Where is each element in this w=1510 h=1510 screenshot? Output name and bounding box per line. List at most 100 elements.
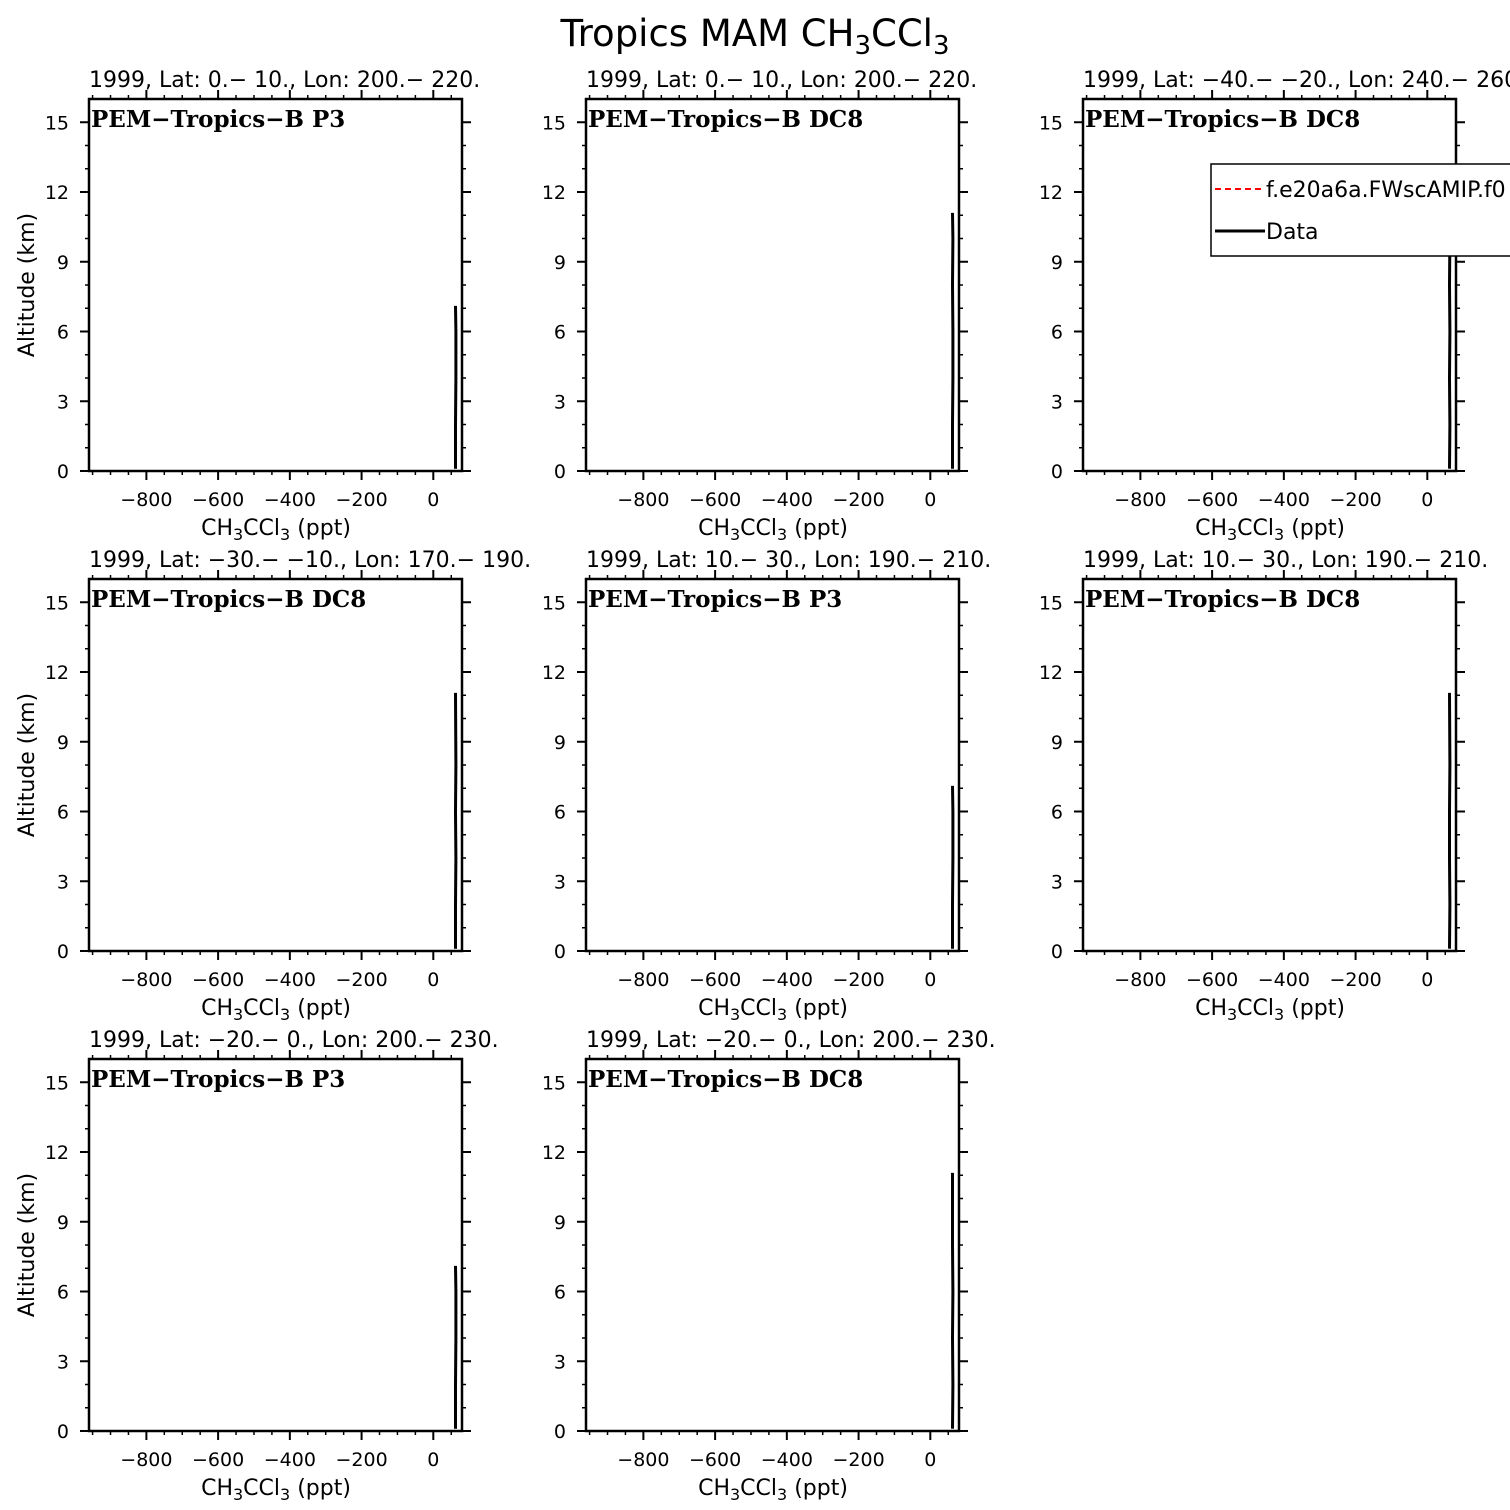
x-tick-label: −600 — [192, 1449, 244, 1471]
x-tick-label: −400 — [761, 1449, 813, 1471]
x-tick-label: −600 — [689, 489, 741, 511]
y-tick-label: 3 — [1051, 871, 1063, 893]
campaign-label: PEM−Tropics−B P3 — [91, 106, 345, 133]
panel-8: −800 −600 −400 −200 0 0 3 6 9 12 15 1999, Lat: −20.… — [542, 1028, 996, 1504]
campaign-label: PEM−Tropics−B DC8 — [91, 586, 366, 613]
y-tick-label: 3 — [57, 871, 69, 893]
y-tick-label: 15 — [542, 112, 566, 134]
panel-title: 1999, Lat: −30.− −10., Lon: 170.− 190. — [89, 548, 531, 573]
y-tick-label: 6 — [57, 1282, 69, 1304]
y-tick-label: 3 — [57, 391, 69, 413]
x-tick-label: −800 — [617, 1449, 669, 1471]
x-tick-label: −200 — [832, 489, 884, 511]
y-tick-label: 3 — [554, 871, 566, 893]
panel-1: −800 −600 −400 −200 0 0 3 6 9 12 15 1999, Lat: 0.− … — [15, 68, 480, 544]
y-tick-label: 9 — [57, 1212, 69, 1234]
panel-7: −800 −600 −400 −200 0 0 3 6 9 12 15 1999, Lat: −20.… — [15, 1028, 499, 1504]
figure-title: Tropics MAM CH3CCl3 — [560, 12, 950, 61]
x-tick-label: 0 — [427, 969, 439, 991]
y-tick-label: 12 — [542, 1142, 566, 1164]
x-axis-label: CH3CCl3 (ppt) — [698, 516, 848, 544]
y-tick-label: 12 — [542, 182, 566, 204]
x-tick-label: −400 — [761, 489, 813, 511]
x-axis-label: CH3CCl3 (ppt) — [201, 996, 351, 1024]
panel-2: −800 −600 −400 −200 0 0 3 6 9 12 15 1999, Lat: 0.− … — [542, 68, 977, 544]
x-axis-label: CH3CCl3 (ppt) — [698, 1476, 848, 1504]
y-tick-label: 0 — [57, 1421, 69, 1443]
x-tick-label: 0 — [1421, 489, 1433, 511]
x-tick-label: −600 — [1186, 489, 1238, 511]
y-tick-label: 6 — [57, 322, 69, 344]
y-tick-label: 0 — [554, 1421, 566, 1443]
y-tick-label: 15 — [1039, 112, 1063, 134]
y-tick-label: 12 — [1039, 182, 1063, 204]
x-tick-label: −800 — [120, 489, 172, 511]
panel-title: 1999, Lat: 0.− 10., Lon: 200.− 220. — [586, 68, 977, 93]
y-tick-label: 3 — [1051, 391, 1063, 413]
y-axis-label: Altitude (km) — [15, 213, 40, 357]
x-tick-label: −400 — [264, 1449, 316, 1471]
y-tick-label: 6 — [1051, 802, 1063, 824]
x-tick-label: −800 — [1114, 489, 1166, 511]
x-tick-label: −400 — [264, 489, 316, 511]
panel-title: 1999, Lat: 10.− 30., Lon: 190.− 210. — [586, 548, 991, 573]
panel-4: −800 −600 −400 −200 0 0 3 6 9 12 15 1999, Lat: −30.… — [15, 548, 531, 1024]
y-tick-label: 15 — [542, 592, 566, 614]
legend-label: Data — [1266, 220, 1319, 245]
campaign-label: PEM−Tropics−B P3 — [588, 586, 842, 613]
y-tick-label: 6 — [1051, 322, 1063, 344]
x-tick-label: −600 — [689, 1449, 741, 1471]
y-tick-label: 0 — [554, 461, 566, 483]
campaign-label: PEM−Tropics−B P3 — [91, 1066, 345, 1093]
y-tick-label: 12 — [1039, 662, 1063, 684]
y-tick-label: 9 — [554, 1212, 566, 1234]
x-tick-label: −400 — [1258, 489, 1310, 511]
legend-box — [1210, 163, 1510, 257]
y-tick-label: 15 — [1039, 592, 1063, 614]
x-tick-label: −400 — [264, 969, 316, 991]
x-tick-label: −600 — [1186, 969, 1238, 991]
y-tick-label: 3 — [554, 1351, 566, 1373]
y-tick-label: 12 — [45, 1142, 69, 1164]
campaign-label: PEM−Tropics−B DC8 — [1085, 586, 1360, 613]
x-tick-label: 0 — [924, 489, 936, 511]
y-tick-label: 0 — [1051, 941, 1063, 963]
y-tick-label: 15 — [542, 1072, 566, 1094]
x-tick-label: −200 — [832, 1449, 884, 1471]
y-tick-label: 6 — [57, 802, 69, 824]
x-tick-label: −200 — [1329, 489, 1381, 511]
y-tick-label: 6 — [554, 802, 566, 824]
y-tick-label: 15 — [45, 112, 69, 134]
y-tick-label: 6 — [554, 1282, 566, 1304]
y-axis-label: Altitude (km) — [15, 1173, 40, 1317]
x-tick-label: −800 — [617, 969, 669, 991]
x-tick-label: −800 — [617, 489, 669, 511]
x-axis-label: CH3CCl3 (ppt) — [1195, 516, 1345, 544]
y-tick-label: 15 — [45, 592, 69, 614]
x-tick-label: −200 — [335, 969, 387, 991]
x-tick-label: 0 — [427, 1449, 439, 1471]
panel-title: 1999, Lat: 10.− 30., Lon: 190.− 210. — [1083, 548, 1488, 573]
panel-title: 1999, Lat: −20.− 0., Lon: 200.− 230. — [586, 1028, 996, 1053]
x-tick-label: 0 — [924, 969, 936, 991]
y-tick-label: 9 — [1051, 732, 1063, 754]
y-tick-label: 3 — [554, 391, 566, 413]
x-axis-label: CH3CCl3 (ppt) — [698, 996, 848, 1024]
x-tick-label: −400 — [1258, 969, 1310, 991]
panel-5: −800 −600 −400 −200 0 0 3 6 9 12 15 1999, Lat: 10.−… — [542, 548, 991, 1024]
x-tick-label: −400 — [761, 969, 813, 991]
y-tick-label: 9 — [1051, 252, 1063, 274]
x-tick-label: −200 — [335, 1449, 387, 1471]
panel-title: 1999, Lat: −20.− 0., Lon: 200.− 230. — [89, 1028, 499, 1053]
y-tick-label: 12 — [45, 182, 69, 204]
y-tick-label: 12 — [542, 662, 566, 684]
y-tick-label: 9 — [554, 252, 566, 274]
panel-title: 1999, Lat: 0.− 10., Lon: 200.− 220. — [89, 68, 480, 93]
x-tick-label: −200 — [832, 969, 884, 991]
legend-label: f.e20a6a.FWscAMIP.f0 — [1266, 178, 1506, 203]
x-tick-label: −200 — [1329, 969, 1381, 991]
y-tick-label: 9 — [57, 732, 69, 754]
x-tick-label: −600 — [192, 969, 244, 991]
x-tick-label: 0 — [427, 489, 439, 511]
legend: f.e20a6a.FWscAMIP.f0 Data — [1210, 163, 1510, 257]
